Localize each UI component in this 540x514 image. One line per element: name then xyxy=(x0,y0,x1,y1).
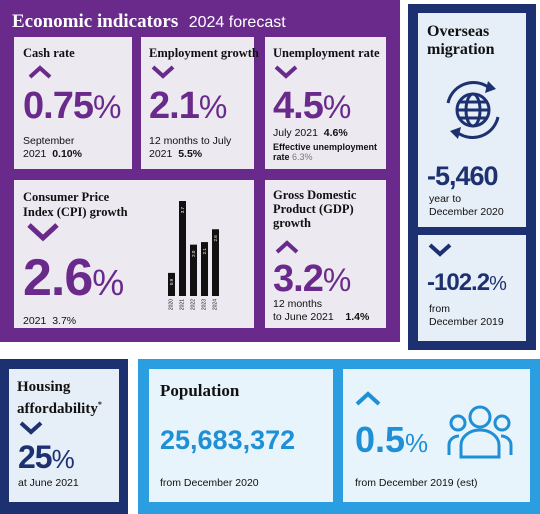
housing-title: Housing affordability* xyxy=(17,379,102,417)
chevron-down-icon xyxy=(274,65,298,79)
panel-subtitle: 2024 forecast xyxy=(188,14,286,31)
cpi-bar-2023 xyxy=(201,242,208,296)
cash-rate-title: Cash rate xyxy=(23,46,75,60)
cash-rate-card: Cash rate 0.75% September 2021 0.10% xyxy=(14,37,132,169)
population-growth-note: from December 2019 (est) xyxy=(355,477,478,489)
employment-value: 2.1% xyxy=(149,85,227,127)
cpi-card: Consumer Price Index (CPI) growth 2.6% 2… xyxy=(14,180,254,328)
migration-change-note: from December 2019 xyxy=(429,303,504,328)
cpi-value: 2.6% xyxy=(23,249,124,307)
cpi-year-label-2020: 2020 xyxy=(169,299,175,310)
cpi-year-label-2024: 2024 xyxy=(213,299,219,310)
gdp-card: Gross Domestic Product (GDP) growth 3.2%… xyxy=(265,180,386,328)
cpi-bar-label-2020: 0.9 xyxy=(169,278,174,285)
employment-growth-card: Employment growth 2.1% 12 months to July… xyxy=(141,37,259,169)
unemployment-title: Unemployment rate xyxy=(273,46,380,60)
migration-note: year to December 2020 xyxy=(429,193,504,218)
chevron-up-icon xyxy=(28,65,52,79)
employment-title: Employment growth xyxy=(149,46,259,60)
population-value: 25,683,372 xyxy=(160,425,296,455)
chevron-up-icon xyxy=(355,391,381,406)
effective-unemployment: Effective unemployment rate 6.3% xyxy=(273,142,378,162)
people-icon xyxy=(447,405,513,459)
housing-note: at June 2021 xyxy=(18,477,79,489)
chevron-down-icon xyxy=(151,65,175,79)
cpi-bar-label-2024: 2.6 xyxy=(213,235,218,242)
chevron-up-icon xyxy=(275,240,299,254)
panel-title-text: Economic indicators xyxy=(12,11,179,32)
cpi-note: 2021 3.7% xyxy=(23,315,77,327)
housing-card: Housing affordability* 25% at June 2021 xyxy=(9,369,119,502)
gdp-title: Gross Domestic Product (GDP) growth xyxy=(273,188,357,230)
cpi-year-label-2022: 2022 xyxy=(191,299,197,310)
migration-change-value: -102.2% xyxy=(427,269,507,296)
migration-value: -5,460 xyxy=(427,161,499,191)
migration-title: Overseas migration xyxy=(427,23,495,58)
panel-title: Economic indicators 2024 forecast xyxy=(12,11,286,33)
housing-value: 25% xyxy=(18,439,75,475)
cash-rate-note: September 2021 0.10% xyxy=(23,135,82,160)
population-card: Population 25,683,372 from December 2020 xyxy=(149,369,333,502)
cpi-year-label-2021: 2021 xyxy=(180,299,186,310)
chevron-down-icon xyxy=(27,223,59,242)
population-title: Population xyxy=(160,381,240,400)
cpi-bar-2024 xyxy=(212,229,219,296)
unemployment-note: July 2021 4.6% xyxy=(273,127,348,139)
population-growth-card: 0.5% from December 2019 (est) xyxy=(343,369,530,502)
cpi-bar-2021 xyxy=(179,201,186,296)
cash-rate-value: 0.75% xyxy=(23,85,121,127)
population-growth-value: 0.5% xyxy=(355,419,429,460)
chevron-down-icon xyxy=(428,243,452,257)
cpi-bar-label-2023: 2.1 xyxy=(202,248,207,255)
cpi-bar-2022 xyxy=(190,244,197,296)
unemployment-rate-card: Unemployment rate 4.5% July 2021 4.6% Ef… xyxy=(265,37,386,169)
chevron-down-icon xyxy=(19,421,43,435)
migration-card: Overseas migration -5,460 year to Decemb… xyxy=(418,13,526,227)
gdp-value: 3.2% xyxy=(273,258,351,300)
employment-note: 12 months to July 2021 5.5% xyxy=(149,135,232,160)
cpi-title: Consumer Price Index (CPI) growth xyxy=(23,190,128,219)
cpi-year-label-2023: 2023 xyxy=(202,299,208,310)
cpi-bar-2020 xyxy=(168,272,175,296)
population-note: from December 2020 xyxy=(160,477,259,489)
globe-arrows-icon xyxy=(446,81,500,139)
gdp-note: 12 months to June 2021 1.4% xyxy=(273,298,370,323)
cpi-bar-label-2021: 3.7 xyxy=(180,207,185,214)
cpi-bar-chart: 0.9 2020 3.7 2021 2.0 2022 2.1 2023 2.6 2024 xyxy=(168,201,219,310)
unemployment-value: 4.5% xyxy=(273,85,351,127)
cpi-bar-label-2022: 2.0 xyxy=(191,250,196,257)
migration-change-card: -102.2% from December 2019 xyxy=(418,235,526,341)
